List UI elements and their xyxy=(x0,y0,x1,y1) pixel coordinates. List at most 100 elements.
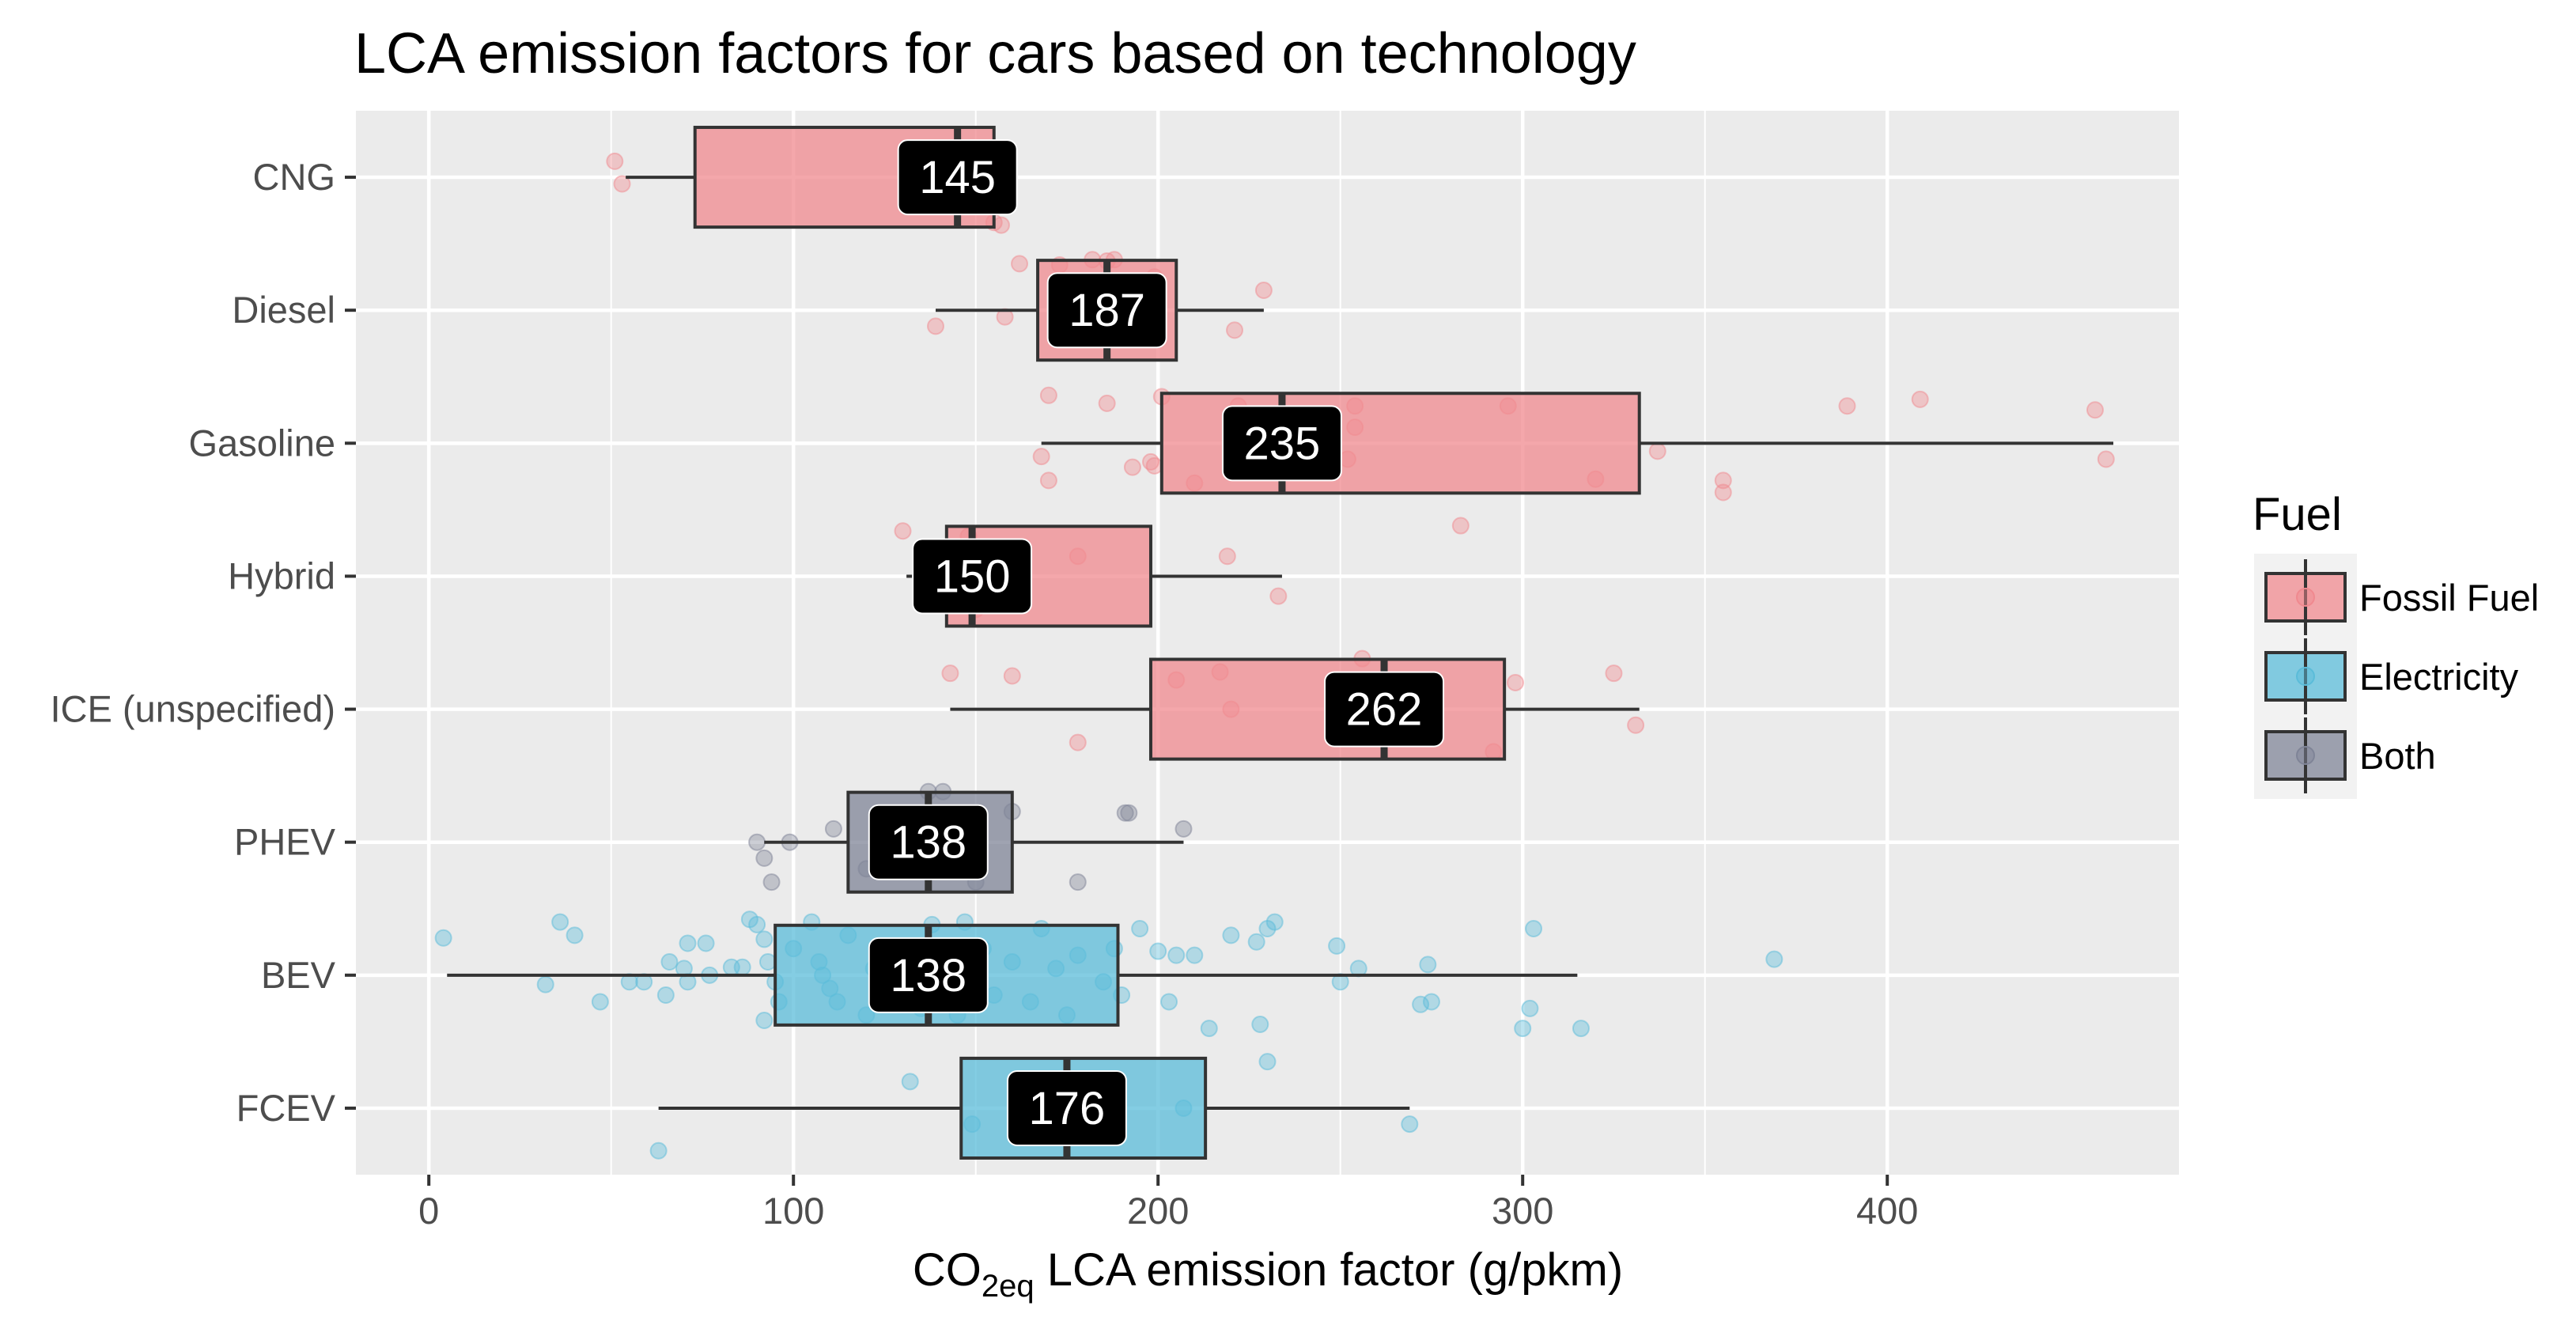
data-point xyxy=(2086,401,2104,419)
legend-label: Fossil Fuel xyxy=(2359,577,2539,619)
median-label-box xyxy=(897,139,1018,216)
median-label-box xyxy=(868,937,989,1013)
x-tick-label: 200 xyxy=(1127,1190,1189,1232)
x-tick-label: 100 xyxy=(762,1190,824,1232)
y-tick-label: BEV xyxy=(261,954,336,996)
data-point xyxy=(1247,933,1265,951)
y-tick-label: FCEV xyxy=(236,1087,336,1129)
y-tick-label: CNG xyxy=(253,156,335,198)
x-axis: 0 100 200 300 400 xyxy=(418,1175,1918,1232)
data-point xyxy=(434,929,452,947)
data-point xyxy=(679,934,697,952)
data-point xyxy=(941,664,959,683)
y-tick-label: PHEV xyxy=(234,821,336,863)
data-point xyxy=(1572,1020,1590,1038)
data-point xyxy=(758,953,777,971)
median-label: 138 xyxy=(890,817,966,869)
chart-title: LCA emission factors for cars based on t… xyxy=(354,22,1636,85)
x-tick-label: 0 xyxy=(418,1190,439,1232)
data-point xyxy=(656,986,675,1005)
data-point xyxy=(1186,946,1204,964)
median-label: 138 xyxy=(890,950,966,1001)
data-point xyxy=(1011,255,1029,273)
y-tick-label: Diesel xyxy=(232,289,335,331)
data-point xyxy=(755,930,774,948)
data-point xyxy=(1911,390,1929,408)
data-point xyxy=(1131,919,1149,937)
median-label-box xyxy=(1046,272,1167,349)
median-label: 150 xyxy=(934,551,1011,602)
data-point xyxy=(1251,1016,1269,1034)
data-point xyxy=(1422,993,1440,1011)
data-point xyxy=(1175,819,1193,838)
data-point xyxy=(1222,926,1240,944)
data-point xyxy=(606,152,624,170)
x-tick-label: 400 xyxy=(1856,1190,1918,1232)
median-label: 187 xyxy=(1069,285,1145,336)
x-tick-label: 300 xyxy=(1492,1190,1553,1232)
data-point xyxy=(1714,471,1732,490)
data-point xyxy=(1605,664,1623,683)
data-point xyxy=(1521,999,1539,1017)
x-axis-title: CO2eq LCA emission factor (g/pkm) xyxy=(913,1244,1623,1304)
data-point xyxy=(1765,950,1784,968)
data-point xyxy=(697,934,715,952)
median-label-box xyxy=(1006,1069,1127,1146)
data-point xyxy=(901,1073,919,1091)
legend-key-point xyxy=(2296,746,2315,765)
data-point xyxy=(1123,458,1141,476)
data-point xyxy=(755,849,774,867)
legend-title: Fuel xyxy=(2253,489,2342,540)
data-point xyxy=(591,993,609,1011)
data-point xyxy=(1200,1020,1218,1038)
median-label-box xyxy=(912,538,1033,615)
data-point xyxy=(1412,995,1430,1013)
data-point xyxy=(1039,471,1057,490)
data-point xyxy=(649,1141,668,1160)
x-axis-title-rest: LCA emission factor (g/pkm) xyxy=(1035,1244,1624,1296)
data-point xyxy=(2097,450,2115,468)
median-label: 176 xyxy=(1029,1083,1106,1134)
data-point xyxy=(1506,673,1524,691)
data-point xyxy=(1003,667,1021,685)
data-point xyxy=(762,873,781,891)
legend-label: Electricity xyxy=(2359,656,2519,698)
data-point xyxy=(755,1011,774,1029)
data-point xyxy=(1514,1020,1532,1038)
data-point xyxy=(992,216,1010,234)
data-point xyxy=(1265,913,1284,931)
data-point xyxy=(1254,281,1273,299)
data-point xyxy=(926,317,944,335)
median-label-box xyxy=(868,804,989,880)
x-axis-title-main: CO xyxy=(913,1244,982,1296)
data-point xyxy=(1648,442,1666,460)
data-point xyxy=(1149,942,1167,960)
data-point xyxy=(1269,587,1288,605)
y-tick-label: Gasoline xyxy=(189,422,336,464)
median-label: 262 xyxy=(1346,684,1423,736)
median-label: 235 xyxy=(1244,418,1321,469)
data-point xyxy=(1525,919,1543,937)
data-point xyxy=(566,926,584,944)
legend: Fuel Fossil Fuel Electricity Both xyxy=(2253,489,2539,799)
data-point xyxy=(660,953,679,971)
x-axis-title-subscript: 2eq xyxy=(982,1269,1035,1304)
data-point xyxy=(1218,547,1236,566)
median-label-box xyxy=(1221,405,1342,482)
median-label: 145 xyxy=(919,152,996,203)
data-point xyxy=(1145,456,1163,475)
y-tick-label: Hybrid xyxy=(228,555,335,596)
data-point xyxy=(748,915,766,933)
legend-key-point xyxy=(2296,667,2315,686)
data-point xyxy=(1160,993,1178,1011)
data-point xyxy=(1328,937,1346,955)
median-label-box xyxy=(1324,671,1445,748)
data-point xyxy=(1714,483,1732,502)
y-axis: CNG Diesel Gasoline Hybrid ICE (unspecified)… xyxy=(51,156,356,1129)
data-point xyxy=(824,819,842,838)
data-point xyxy=(1419,956,1437,974)
data-point xyxy=(1258,1053,1277,1071)
data-point xyxy=(894,522,912,540)
legend-label: Both xyxy=(2359,735,2436,777)
